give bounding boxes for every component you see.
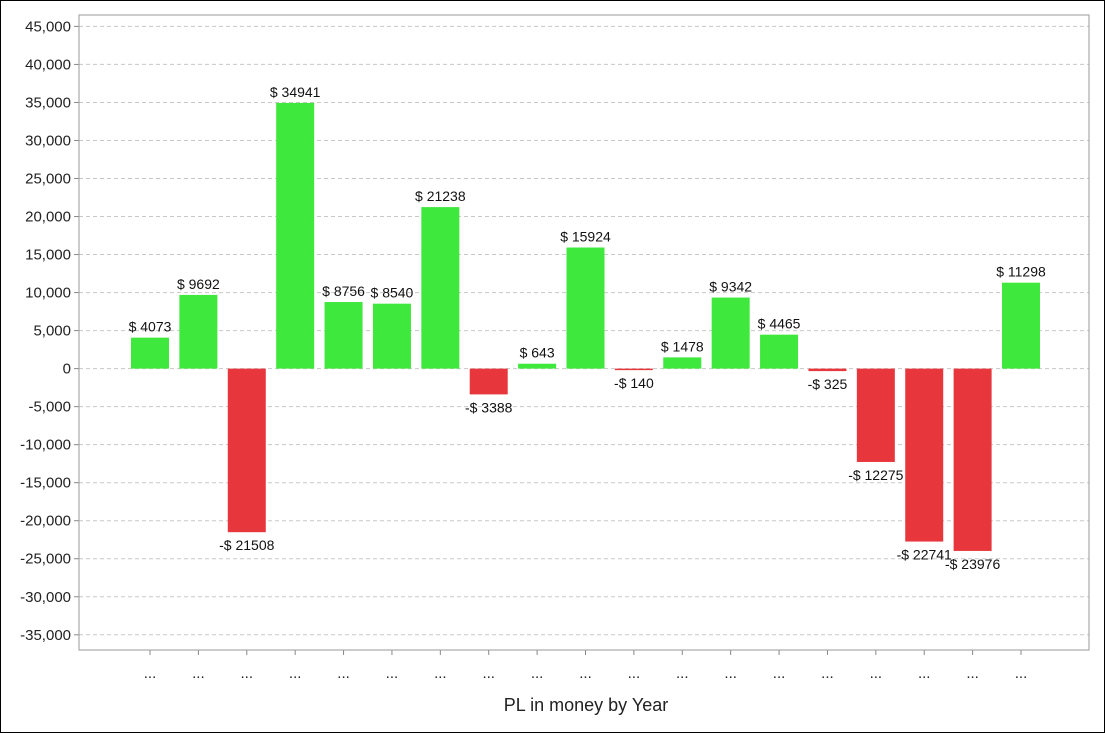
bar bbox=[953, 368, 992, 551]
bar bbox=[663, 357, 702, 369]
bar bbox=[614, 368, 653, 371]
y-tick-label: 10,000 bbox=[25, 285, 71, 302]
bar bbox=[760, 334, 799, 369]
x-tick-label: ... bbox=[870, 665, 883, 682]
bar bbox=[905, 368, 944, 542]
x-tick-label: ... bbox=[144, 665, 157, 682]
y-tick-label: -25,000 bbox=[20, 551, 71, 568]
bar bbox=[518, 363, 557, 369]
bar-value-label: $ 34941 bbox=[270, 84, 321, 100]
y-tick-label: 25,000 bbox=[25, 171, 71, 188]
bar bbox=[808, 368, 847, 372]
y-tick-label: -20,000 bbox=[20, 513, 71, 530]
bar bbox=[276, 102, 315, 369]
x-tick-label: ... bbox=[192, 665, 205, 682]
x-tick-label: ... bbox=[628, 665, 641, 682]
y-tick-label: -10,000 bbox=[20, 437, 71, 454]
x-tick-label: ... bbox=[386, 665, 399, 682]
bar-value-label: -$ 12275 bbox=[848, 467, 903, 483]
bar-value-label: $ 4465 bbox=[758, 316, 801, 332]
bar-value-label: $ 21238 bbox=[415, 188, 466, 204]
y-tick-label: 5,000 bbox=[33, 323, 71, 340]
bar-value-label: -$ 140 bbox=[614, 375, 654, 391]
bar bbox=[711, 297, 750, 369]
y-tick-label: 30,000 bbox=[25, 132, 71, 149]
x-tick-label: ... bbox=[289, 665, 302, 682]
y-tick-label: 35,000 bbox=[25, 94, 71, 111]
bar-value-label: -$ 22741 bbox=[897, 547, 952, 563]
bar-value-label: -$ 23976 bbox=[945, 556, 1000, 572]
x-tick-label: ... bbox=[676, 665, 689, 682]
bar bbox=[856, 368, 895, 462]
bar-value-label: $ 643 bbox=[520, 345, 555, 361]
x-tick-label: ... bbox=[579, 665, 592, 682]
bar bbox=[324, 302, 363, 369]
bar-value-label: -$ 3388 bbox=[465, 399, 513, 415]
bar-value-label: $ 9342 bbox=[709, 279, 752, 295]
x-tick-label: ... bbox=[434, 665, 447, 682]
y-tick-label: 0 bbox=[63, 361, 71, 378]
x-tick-label: ... bbox=[482, 665, 495, 682]
bar bbox=[179, 294, 218, 369]
y-tick-label: 20,000 bbox=[25, 209, 71, 226]
bar bbox=[469, 368, 508, 395]
bar-value-label: $ 15924 bbox=[560, 229, 611, 245]
bar bbox=[421, 207, 460, 369]
x-tick-label: ... bbox=[773, 665, 786, 682]
y-tick-label: 40,000 bbox=[25, 56, 71, 73]
bar bbox=[566, 247, 605, 369]
bar-value-label: $ 11298 bbox=[996, 264, 1046, 280]
bar-value-label: $ 8540 bbox=[371, 285, 414, 301]
x-tick-label: ... bbox=[821, 665, 834, 682]
x-axis-ticks: ........................................… bbox=[144, 650, 1028, 682]
bar-value-labels: $ 4073 $ 9692 -$ 21508 $ 34941 $ 8756 $ 8540 $… bbox=[129, 84, 1046, 572]
bar bbox=[1002, 282, 1040, 369]
y-tick-label: -5,000 bbox=[28, 399, 71, 416]
x-tick-label: ... bbox=[241, 665, 254, 682]
plot-area-border bbox=[78, 14, 1090, 651]
x-axis-title: PL in money by Year bbox=[504, 695, 668, 715]
x-tick-label: ... bbox=[966, 665, 979, 682]
y-tick-label: -30,000 bbox=[20, 589, 71, 606]
y-tick-label: 45,000 bbox=[25, 18, 71, 35]
bars bbox=[131, 102, 1040, 551]
x-tick-label: ... bbox=[1015, 665, 1028, 682]
bar-value-label: -$ 325 bbox=[808, 376, 848, 392]
bar bbox=[227, 368, 266, 533]
x-tick-label: ... bbox=[337, 665, 350, 682]
y-tick-label: -35,000 bbox=[20, 627, 71, 644]
bar-value-label: $ 8756 bbox=[322, 283, 365, 299]
x-tick-label: ... bbox=[918, 665, 931, 682]
y-axis-ticks: 45,000 40,000 35,000 30,000 25,000 20,000 15,0… bbox=[20, 18, 79, 644]
x-tick-label: ... bbox=[724, 665, 737, 682]
bar-value-label: $ 9692 bbox=[177, 276, 220, 292]
bar bbox=[131, 337, 169, 369]
bar-value-label: $ 4073 bbox=[129, 319, 172, 335]
y-tick-label: -15,000 bbox=[20, 475, 71, 492]
y-tick-label: 15,000 bbox=[25, 247, 71, 264]
bar bbox=[372, 303, 411, 369]
x-tick-label: ... bbox=[531, 665, 544, 682]
bar-value-label: -$ 21508 bbox=[219, 537, 274, 553]
bar-value-label: $ 1478 bbox=[661, 338, 704, 354]
